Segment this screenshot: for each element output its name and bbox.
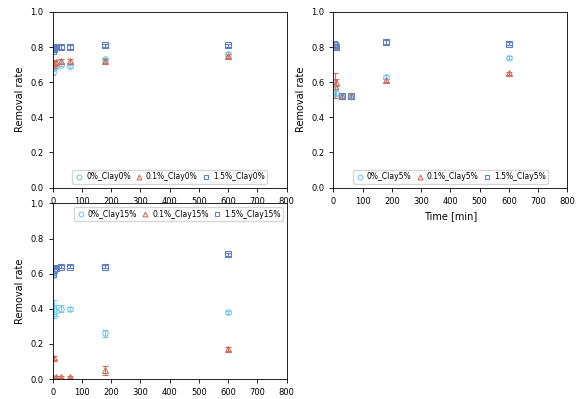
Y-axis label: Removal rate: Removal rate (15, 259, 25, 324)
Legend: 0%_Clay0%, 0.1%_Clay0%, 1.5%_Clay0%: 0%_Clay0%, 0.1%_Clay0%, 1.5%_Clay0% (73, 170, 267, 184)
X-axis label: Time [min]: Time [min] (424, 211, 477, 221)
Y-axis label: Removal rate: Removal rate (295, 67, 305, 132)
Y-axis label: Removal rate: Removal rate (15, 67, 25, 132)
Legend: 0%_Clay5%, 0.1%_Clay5%, 1.5%_Clay5%: 0%_Clay5%, 0.1%_Clay5%, 1.5%_Clay5% (353, 170, 548, 184)
Legend: 0%_Clay15%, 0.1%_Clay15%, 1.5%_Clay15%: 0%_Clay15%, 0.1%_Clay15%, 1.5%_Clay15% (74, 207, 283, 221)
X-axis label: Time [min]: Time [min] (143, 211, 197, 221)
